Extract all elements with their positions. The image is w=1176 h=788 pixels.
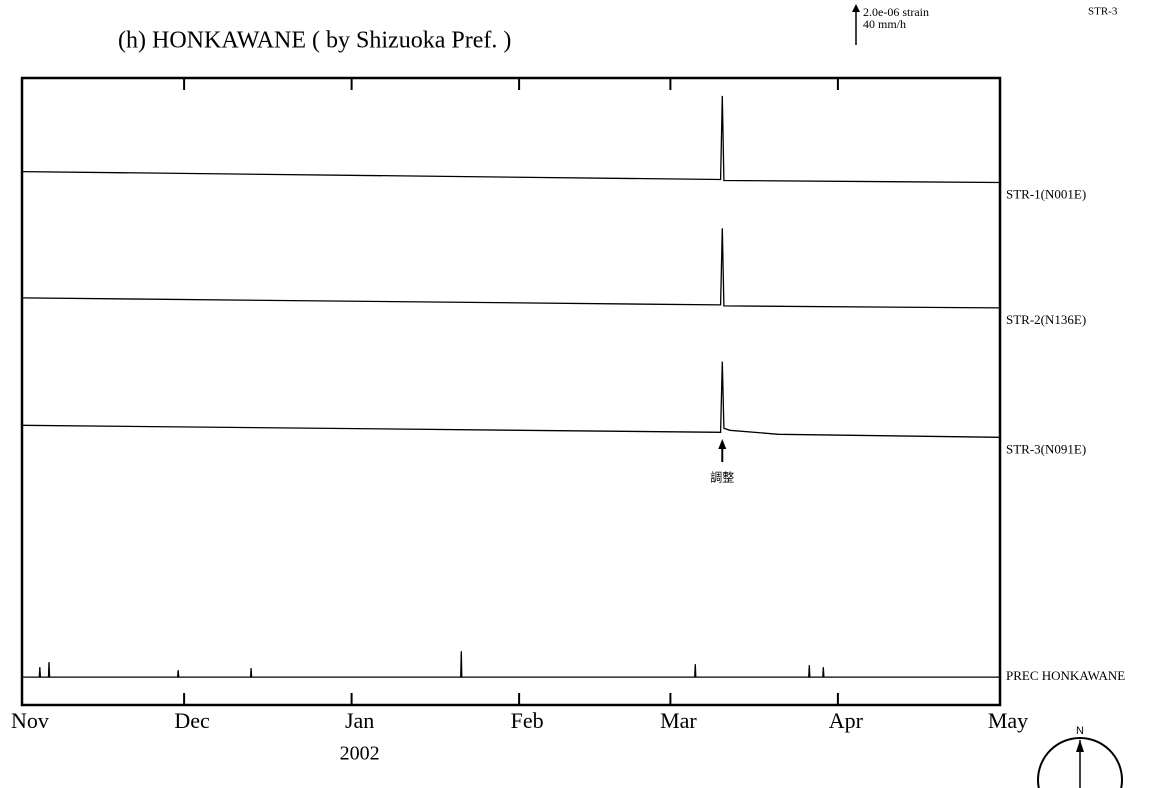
- x-tick-label: Feb: [511, 708, 544, 733]
- svg-text:N: N: [1076, 725, 1084, 737]
- trace: [21, 95, 1001, 184]
- series-label: STR-3(N091E): [1006, 441, 1086, 456]
- trace: [21, 228, 1001, 309]
- series-label: PREC HONKAWANE: [1006, 668, 1125, 683]
- trace: [22, 651, 1000, 678]
- trace: [21, 361, 1001, 438]
- series-label: STR-2(N136E): [1006, 312, 1086, 327]
- scale-channel: STR-3: [1088, 6, 1118, 18]
- series-label: STR-1(N001E): [1006, 186, 1086, 201]
- x-tick-label: Mar: [660, 708, 697, 733]
- annotation-arrowhead: [718, 439, 727, 449]
- annotation: 調整: [710, 470, 734, 485]
- scale-arrow: [852, 4, 860, 12]
- x-tick-label: Dec: [174, 708, 210, 733]
- scale-rain: 40 mm/h: [863, 17, 906, 31]
- plot-frame: [20, 76, 1002, 707]
- x-tick-label: Nov: [11, 708, 49, 733]
- x-tick-label: May: [988, 708, 1028, 733]
- x-tick-label: Jan: [345, 708, 374, 733]
- x-tick-label: Apr: [829, 708, 864, 733]
- scale-strain: 2.0e-06 strain: [863, 5, 929, 19]
- chart-title: (h) HONKAWANE ( by Shizuoka Pref. ): [118, 28, 511, 54]
- compass: N: [1037, 725, 1123, 788]
- scale-bar: [852, 4, 860, 45]
- year-label: 2002: [340, 743, 380, 765]
